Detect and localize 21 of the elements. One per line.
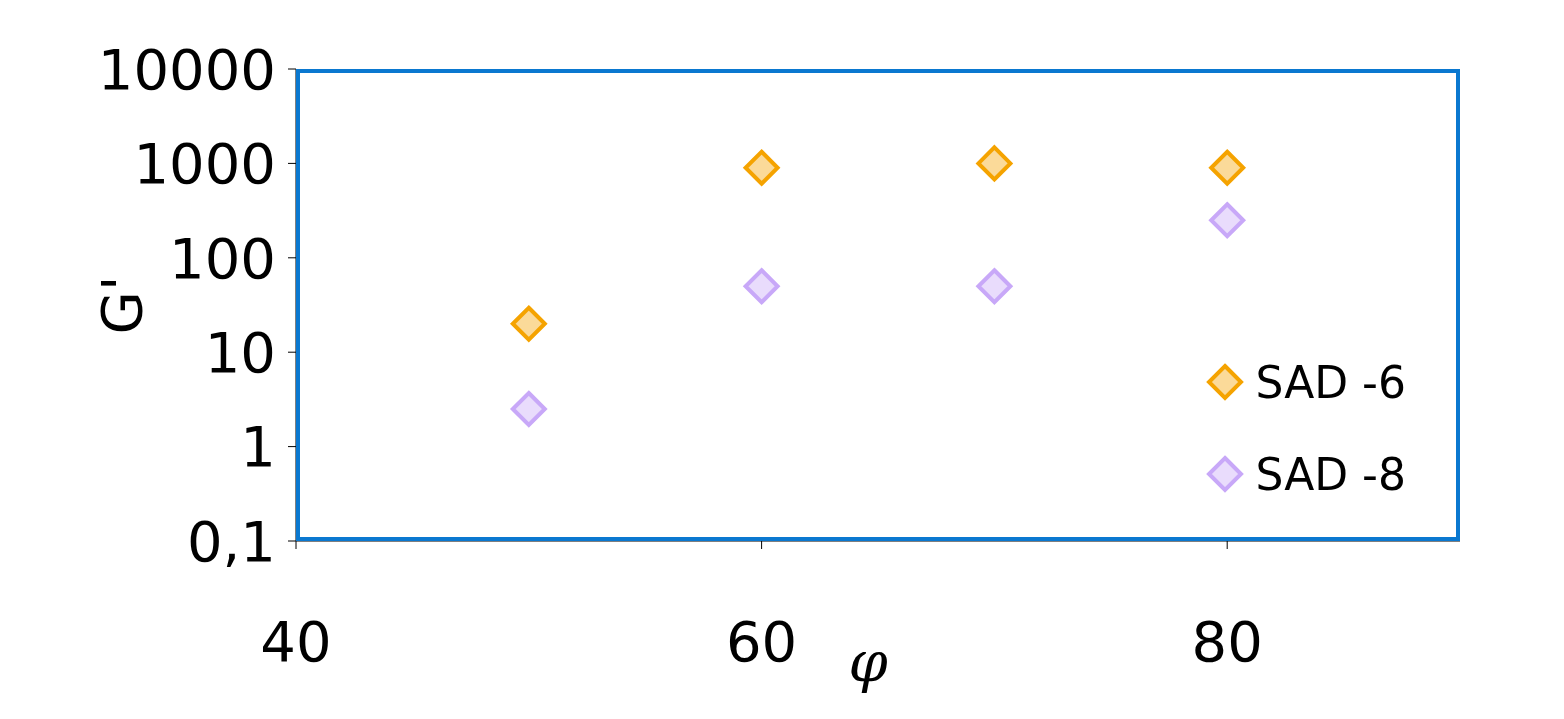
x-tick-label: 60	[725, 608, 798, 674]
y-tick-label: 10	[204, 320, 276, 386]
point	[510, 305, 547, 342]
y-tick-label: 1	[240, 414, 276, 480]
legend-label: SAD -8	[1255, 448, 1406, 500]
point	[1209, 202, 1246, 239]
point	[976, 145, 1013, 182]
legend-label: SAD -6	[1255, 356, 1406, 408]
point	[743, 149, 780, 186]
y-tick-label: 10000	[97, 36, 276, 102]
point	[1209, 149, 1246, 186]
x-axis-title: φ	[848, 628, 888, 694]
point	[510, 391, 547, 428]
y-axis-title: G'	[88, 275, 154, 335]
point	[743, 268, 780, 305]
x-tick-label: 40	[260, 608, 332, 674]
y-tick-label: 0,1	[186, 508, 276, 574]
y-tick-label: 1000	[133, 131, 276, 197]
point	[976, 268, 1013, 305]
x-tick-label: 80	[1191, 608, 1263, 674]
y-tick-label: 100	[169, 225, 276, 291]
